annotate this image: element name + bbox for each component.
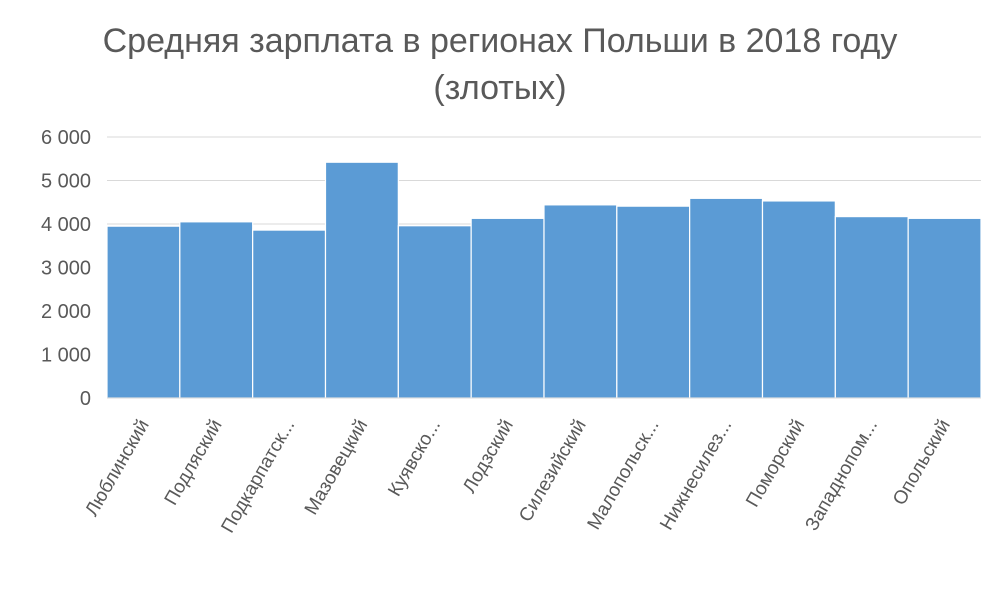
bar xyxy=(616,205,691,399)
bar xyxy=(106,225,181,399)
x-tick-label: Западнопом... xyxy=(801,416,882,535)
bar xyxy=(470,217,545,399)
y-tick-label: 4 000 xyxy=(41,214,91,236)
bar xyxy=(324,161,399,399)
x-tick-label: Люблинский xyxy=(82,416,154,520)
x-tick-label: Подляский xyxy=(161,416,227,509)
y-tick-label: 0 xyxy=(80,388,91,410)
y-tick-label: 5 000 xyxy=(41,171,91,193)
bar xyxy=(179,221,254,399)
x-tick-label: Опольский xyxy=(889,416,955,509)
y-tick-label: 2 000 xyxy=(41,301,91,323)
chart-title-line1: Средняя зарплата в регионах Польши в 201… xyxy=(102,22,898,60)
bar xyxy=(397,225,472,399)
bar xyxy=(689,197,764,399)
x-tick-label: Нижнесилез... xyxy=(656,416,736,534)
x-tick-label: Малопольск... xyxy=(584,416,664,533)
chart-title-line2: (злотых) xyxy=(433,69,567,107)
x-tick-label: Мазовецкий xyxy=(301,416,372,519)
x-tick-label: Подкарпатск... xyxy=(218,416,300,537)
x-tick-label: Силезийский xyxy=(515,416,590,526)
bar xyxy=(252,229,327,399)
chart-title: Средняя зарплата в регионах Польши в 201… xyxy=(0,18,1000,112)
bar xyxy=(543,204,618,399)
y-tick-label: 3 000 xyxy=(41,258,91,280)
bar xyxy=(834,216,909,399)
x-tick-label: Куявско... xyxy=(384,416,445,500)
bar xyxy=(907,217,982,399)
x-tick-label: Поморский xyxy=(742,416,809,511)
y-tick-label: 6 000 xyxy=(41,127,91,149)
x-tick-label: Лодзский xyxy=(459,416,518,497)
bar xyxy=(761,200,836,399)
y-tick-label: 1 000 xyxy=(41,345,91,367)
